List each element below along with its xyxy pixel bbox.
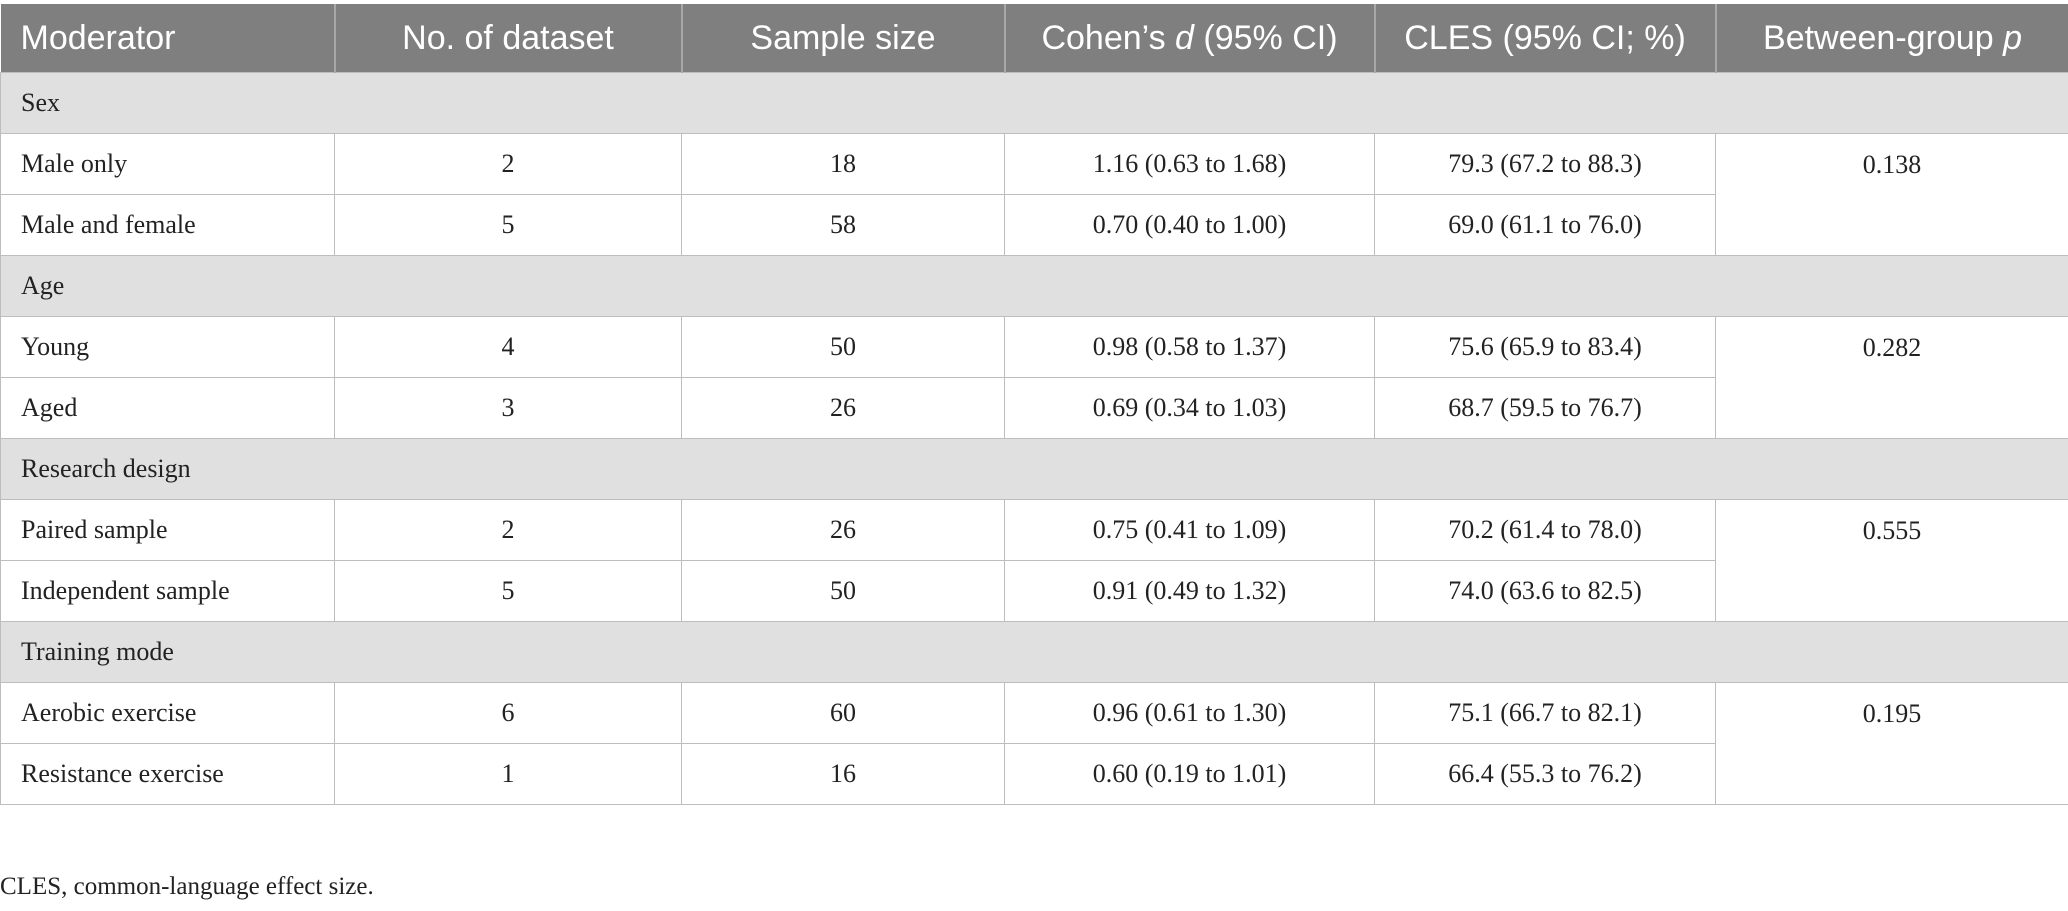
group-row: Age xyxy=(0,255,2068,317)
cell: 16 xyxy=(681,743,1005,805)
cell: 2 xyxy=(334,133,682,195)
cell: 18 xyxy=(681,133,1005,195)
header-cell: Between-group p xyxy=(1714,4,2068,73)
cell: 0.91 (0.49 to 1.32) xyxy=(1004,560,1375,622)
cell: Resistance exercise xyxy=(0,743,335,805)
cell: Male and female xyxy=(0,194,335,256)
cell: 0.70 (0.40 to 1.00) xyxy=(1004,194,1375,256)
group-row: Sex xyxy=(0,72,2068,134)
cell: 1 xyxy=(334,743,682,805)
header-text: No. of dataset xyxy=(402,18,614,57)
cell: 66.4 (55.3 to 76.2) xyxy=(1374,743,1716,805)
cell: Paired sample xyxy=(0,499,335,561)
cell: 0.96 (0.61 to 1.30) xyxy=(1004,682,1375,744)
p-value: 0.138 xyxy=(1715,133,2068,256)
cell: 74.0 (63.6 to 82.5) xyxy=(1374,560,1716,622)
data-row: Aged 3 26 0.69 (0.34 to 1.03) 68.7 (59.5 to … xyxy=(0,377,2068,439)
cell: 26 xyxy=(681,499,1005,561)
cell: 3 xyxy=(334,377,682,439)
data-row: Male and female 5 58 0.70 (0.40 to 1.00) 69.… xyxy=(0,194,2068,256)
cell: 5 xyxy=(334,560,682,622)
group-row: Training mode xyxy=(0,621,2068,683)
p-value: 0.195 xyxy=(1715,682,2068,805)
header-cell: CLES (95% CI; %) xyxy=(1373,4,1716,73)
cell: 1.16 (0.63 to 1.68) xyxy=(1004,133,1375,195)
header-cell: Moderator xyxy=(0,4,335,73)
header-text: p xyxy=(2003,18,2022,57)
header-cell: Cohen’s d (95% CI) xyxy=(1003,4,1375,73)
cell: 69.0 (61.1 to 76.0) xyxy=(1374,194,1716,256)
table-header: Moderator No. of dataset Sample size Cohen’… xyxy=(0,4,2068,73)
cell: 75.1 (66.7 to 82.1) xyxy=(1374,682,1716,744)
cell: 6 xyxy=(334,682,682,744)
header-cell: Sample size xyxy=(680,4,1005,73)
data-row: Young 4 50 0.98 (0.58 to 1.37) 75.6 (65.9 to… xyxy=(0,316,2068,439)
cell: 70.2 (61.4 to 78.0) xyxy=(1374,499,1716,561)
data-row: Paired sample 2 26 0.75 (0.41 to 1.09) 70.2 … xyxy=(0,499,2068,622)
cell: Male only xyxy=(0,133,335,195)
cell: Young xyxy=(0,316,335,378)
header-text: d xyxy=(1175,18,1194,57)
header-text: Cohen’s xyxy=(1041,18,1176,57)
p-value: 0.555 xyxy=(1715,499,2068,622)
cell: 0.98 (0.58 to 1.37) xyxy=(1004,316,1375,378)
cell: 79.3 (67.2 to 88.3) xyxy=(1374,133,1716,195)
cell: 2 xyxy=(334,499,682,561)
results-table: Moderator No. of dataset Sample size Cohen’… xyxy=(0,4,2068,805)
cell: 0.60 (0.19 to 1.01) xyxy=(1004,743,1375,805)
cell: 50 xyxy=(681,316,1005,378)
group-label: Sex xyxy=(0,72,2068,134)
cell: 68.7 (59.5 to 76.7) xyxy=(1374,377,1716,439)
cell: 0.75 (0.41 to 1.09) xyxy=(1004,499,1375,561)
table-body: Sex Male only 2 18 1.16 (0.63 to 1.68) 79.3 (… xyxy=(0,72,2068,805)
header-text: CLES (95% CI; %) xyxy=(1404,18,1686,57)
cell: 50 xyxy=(681,560,1005,622)
cell: Aerobic exercise xyxy=(0,682,335,744)
cell: 26 xyxy=(681,377,1005,439)
group-label: Training mode xyxy=(0,621,2068,683)
cell: 5 xyxy=(334,194,682,256)
cell: 58 xyxy=(681,194,1005,256)
p-value: 0.282 xyxy=(1715,316,2068,439)
cell: 60 xyxy=(681,682,1005,744)
cell: 0.69 (0.34 to 1.03) xyxy=(1004,377,1375,439)
header-row: Moderator No. of dataset Sample size Cohen’… xyxy=(0,4,2068,73)
group-label: Age xyxy=(0,255,2068,317)
header-cell: No. of dataset xyxy=(333,4,682,73)
header-text: Sample size xyxy=(750,18,936,57)
data-row: Resistance exercise 1 16 0.60 (0.19 to 1.01… xyxy=(0,743,2068,805)
header-text: (95% CI) xyxy=(1193,18,1338,57)
group-row: Research design xyxy=(0,438,2068,500)
cell: 75.6 (65.9 to 83.4) xyxy=(1374,316,1716,378)
data-row: Independent sample 5 50 0.91 (0.49 to 1.32)… xyxy=(0,560,2068,622)
cell: 4 xyxy=(334,316,682,378)
header-text: Moderator xyxy=(20,18,176,57)
header-text: Between-group xyxy=(1763,18,2004,57)
group-label: Research design xyxy=(0,438,2068,500)
data-row: Male only 2 18 1.16 (0.63 to 1.68) 79.3 (67.… xyxy=(0,133,2068,256)
footnote: CLES, common-language effect size. xyxy=(0,873,374,900)
cell: Independent sample xyxy=(0,560,335,622)
data-row: Aerobic exercise 6 60 0.96 (0.61 to 1.30) 75… xyxy=(0,682,2068,805)
cell: Aged xyxy=(0,377,335,439)
